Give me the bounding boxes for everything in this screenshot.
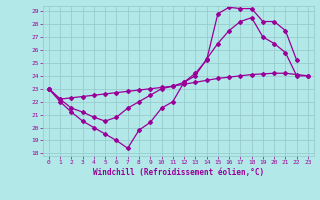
X-axis label: Windchill (Refroidissement éolien,°C): Windchill (Refroidissement éolien,°C) <box>93 168 264 177</box>
